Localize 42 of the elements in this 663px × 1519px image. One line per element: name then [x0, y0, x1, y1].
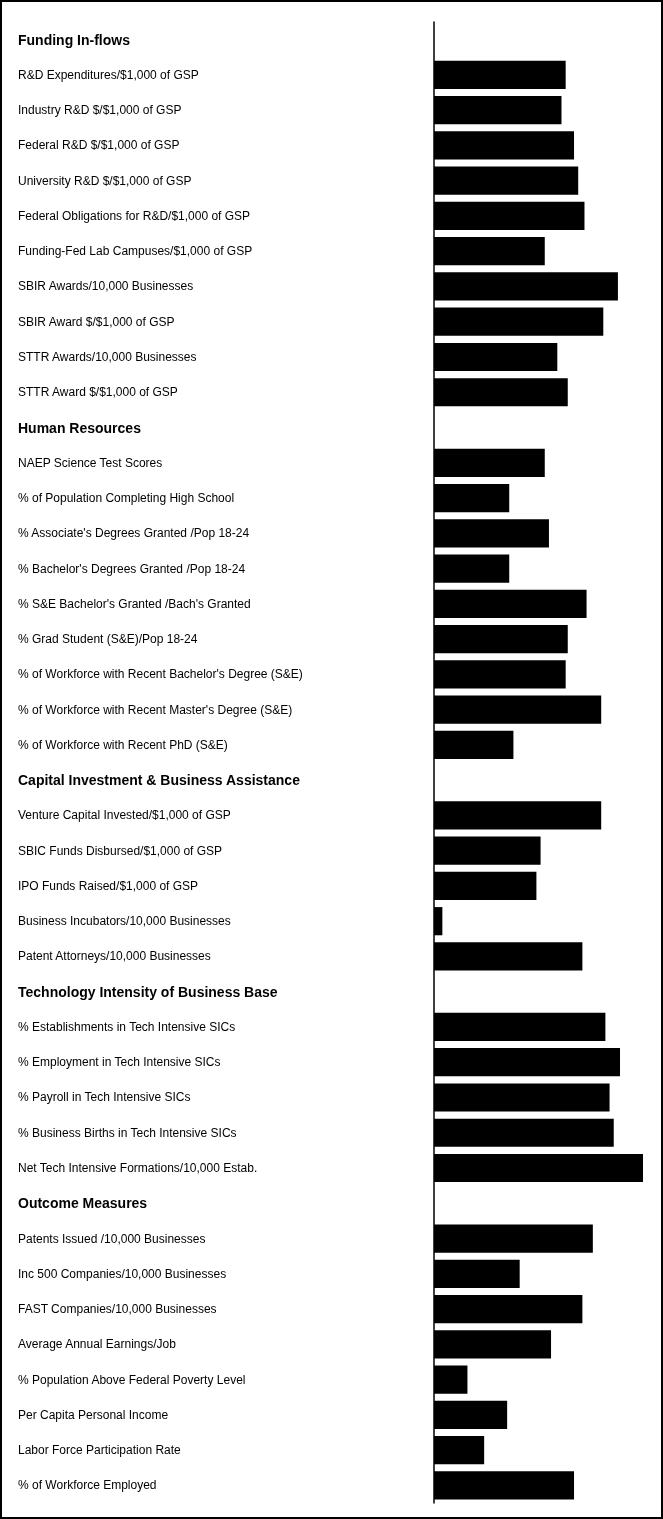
y-tick-label: Patent Attorneys/10,000 Businesses — [18, 949, 211, 964]
y-tick-label: NAEP Science Test Scores — [18, 455, 163, 470]
y-tick-label: Labor Force Participation Rate — [18, 1443, 182, 1458]
y-tick-label: Per Capita Personal Income — [18, 1407, 169, 1422]
y-tick-label: % Bachelor's Degrees Granted /Pop 18-24 — [18, 561, 246, 576]
y-tick-label: % Population Above Federal Poverty Level — [18, 1372, 246, 1387]
y-tick-label: SBIC Funds Disbursed/$1,000 of GSP — [18, 843, 223, 858]
y-tick-label: Outcome Measures — [18, 1195, 148, 1212]
y-tick-label: Capital Investment & Business Assistance — [18, 772, 301, 789]
y-tick-label: % of Population Completing High School — [18, 491, 235, 506]
y-tick-label: Venture Capital Invested/$1,000 of GSP — [18, 808, 231, 823]
y-tick-label: % Grad Student (S&E)/Pop 18-24 — [18, 632, 198, 647]
y-tick-label: % of Workforce Employed — [18, 1478, 157, 1493]
y-tick-label: Inc 500 Companies/10,000 Businesses — [18, 1266, 227, 1281]
y-tick-label: Business Incubators/10,000 Businesses — [18, 914, 231, 929]
y-tick-label: Federal R&D $/$1,000 of GSP — [18, 138, 180, 153]
y-tick-label: % of Workforce with Recent Master's Degree (S&E) — [18, 702, 293, 717]
y-tick-label: % of Workforce with Recent PhD (S&E) — [18, 737, 228, 752]
y-tick-label: % S&E Bachelor's Granted /Bach's Granted — [18, 596, 251, 611]
y-tick-label: Funding In-flows — [18, 31, 131, 48]
y-tick-label: FAST Companies/10,000 Businesses — [18, 1302, 217, 1317]
y-tick-label: Net Tech Intensive Formations/10,000 Estab. — [18, 1161, 258, 1176]
y-tick-label: Human Resources — [18, 419, 142, 436]
y-tick-label: % Business Births in Tech Intensive SICs — [18, 1125, 237, 1140]
y-tick-label: Average Annual Earnings/Job — [18, 1337, 177, 1352]
y-tick-label: SBIR Awards/10,000 Businesses — [18, 279, 194, 294]
y-tick-label: % Employment in Tech Intensive SICs — [18, 1055, 221, 1070]
y-tick-label: STTR Award $/$1,000 of GSP — [18, 385, 178, 400]
y-tick-label: % Associate's Degrees Granted /Pop 18-24 — [18, 526, 250, 541]
y-tick-label: Funding-Fed Lab Campuses/$1,000 of GSP — [18, 244, 253, 259]
y-tick-label: University R&D $/$1,000 of GSP — [18, 173, 192, 188]
y-tick-label: IPO Funds Raised/$1,000 of GSP — [18, 878, 199, 893]
y-tick-label: SBIR Award $/$1,000 of GSP — [18, 314, 175, 329]
y-tick-label: Federal Obligations for R&D/$1,000 of GSP — [18, 208, 251, 223]
y-tick-label: Industry R&D $/$1,000 of GSP — [18, 103, 182, 118]
y-tick-label: % of Workforce with Recent Bachelor's Degree (S&E) — [18, 667, 303, 682]
y-tick-label: Technology Intensity of Business Base — [18, 983, 278, 1000]
y-tick-label: % Payroll in Tech Intensive SICs — [18, 1090, 191, 1105]
y-tick-label: Patents Issued /10,000 Businesses — [18, 1231, 206, 1246]
y-tick-label: STTR Awards/10,000 Businesses — [18, 349, 197, 364]
y-tick-label: % Establishments in Tech Intensive SICs — [18, 1019, 236, 1034]
y-tick-label: R&D Expenditures/$1,000 of GSP — [18, 67, 199, 82]
